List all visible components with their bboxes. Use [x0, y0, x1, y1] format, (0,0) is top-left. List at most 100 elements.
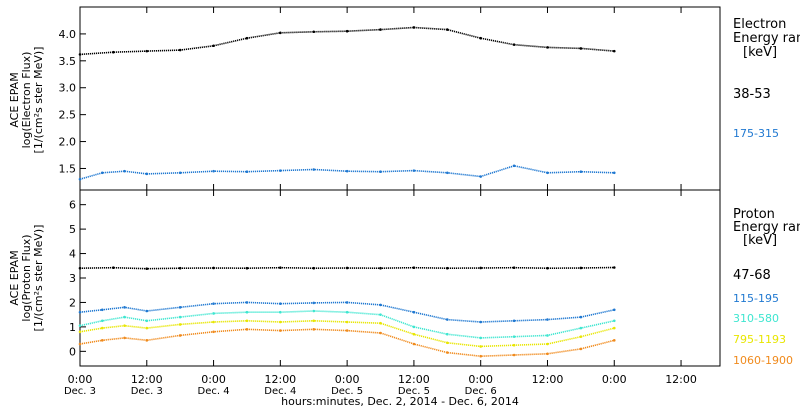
electron-data-point: [279, 169, 282, 172]
proton-series-line-5: [79, 328, 615, 358]
proton-y-tick-label: 1: [69, 321, 76, 334]
proton-data-point: [245, 266, 249, 270]
proton-y-tick-label: 4: [69, 248, 76, 261]
electron-plot-frame: [79, 6, 721, 191]
proton-legend-series-4: 795-1193: [733, 333, 786, 346]
proton-data-point: [245, 319, 249, 323]
proton-data-point: [178, 334, 182, 337]
proton-data-point: [245, 301, 249, 304]
proton-data-point: [512, 266, 516, 270]
electron-y-ticks: 1.5 2.0 2.5 3.0 3.5 4.0: [59, 28, 86, 175]
x-tick-label-time: 0:00: [335, 373, 360, 386]
proton-legend-series-1: 47-68: [733, 268, 771, 283]
proton-data-point: [78, 330, 82, 334]
proton-data-point: [546, 334, 549, 337]
electron-data-point: [245, 36, 249, 40]
electron-y-tick-label: 3.0: [59, 82, 77, 95]
proton-data-point: [512, 343, 516, 347]
proton-data-point: [612, 326, 616, 330]
proton-data-point: [612, 266, 616, 269]
proton-data-point: [579, 326, 583, 330]
proton-data-point: [78, 342, 82, 346]
proton-data-point: [579, 335, 583, 338]
proton-data-point: [78, 324, 82, 327]
electron-data-point: [123, 169, 126, 173]
proton-ylabel-2: log(Proton Flux): [20, 234, 33, 321]
proton-data-point: [145, 339, 149, 342]
proton-y-tick-label: 0: [69, 345, 76, 358]
electron-data-point: [379, 28, 382, 31]
electron-legend-series-1: 38-53: [733, 87, 771, 102]
proton-data-point: [178, 323, 182, 326]
electron-data-point: [312, 30, 316, 34]
electron-y-tick-label: 4.0: [59, 28, 77, 41]
electron-series-line-2: [79, 164, 615, 180]
proton-legend-title-2: Energy ran: [733, 220, 800, 235]
proton-data-point: [479, 336, 482, 340]
electron-data-point: [512, 164, 516, 168]
x-tick-label-date: Dec. 4: [264, 386, 296, 397]
proton-data-point: [279, 266, 282, 270]
x-tick-label-time: 12:00: [398, 373, 430, 386]
proton-series: [78, 266, 616, 358]
proton-y-tick-label: 3: [69, 272, 76, 285]
proton-data-point: [312, 319, 316, 323]
proton-data-point: [245, 310, 249, 314]
electron-data-point: [312, 168, 316, 171]
proton-data-point: [123, 324, 126, 327]
x-tick-label-time: 0:00: [201, 373, 226, 386]
electron-legend-title-1: Electron: [733, 17, 786, 32]
electron-data-point: [379, 170, 382, 173]
proton-data-point: [212, 330, 215, 334]
proton-panel: 0 1 2 3 4 5 6 ACE EPAM log(Proton Flux) [1/(cm…: [8, 189, 800, 367]
x-tick-label-time: 12:00: [131, 373, 163, 386]
x-tick-label-time: 12:00: [264, 373, 296, 386]
proton-data-point: [579, 347, 583, 351]
proton-data-point: [579, 266, 583, 270]
electron-y-tick-label: 3.5: [59, 55, 77, 68]
electron-y-tick-label: 2.5: [59, 109, 77, 122]
electron-data-point: [178, 171, 182, 175]
electron-data-point: [579, 47, 583, 50]
x-tick-label-date: Dec. 3: [131, 386, 163, 397]
electron-data-point: [145, 172, 149, 176]
proton-y-tick-label: 2: [69, 296, 76, 309]
proton-data-point: [178, 315, 182, 319]
electron-data-point: [479, 175, 482, 178]
electron-series: [78, 26, 616, 181]
proton-data-point: [345, 329, 349, 332]
proton-data-point: [312, 328, 316, 331]
proton-series-line-3: [79, 310, 615, 339]
proton-data-point: [345, 266, 349, 270]
electron-data-point: [78, 177, 82, 181]
electron-data-point: [178, 48, 182, 52]
electron-data-point: [612, 49, 616, 53]
proton-data-point: [446, 341, 449, 345]
electron-data-point: [145, 49, 149, 53]
proton-data-point: [446, 351, 449, 354]
electron-data-point: [345, 169, 349, 173]
electron-data-point: [446, 171, 449, 175]
electron-data-point: [212, 169, 215, 173]
proton-data-point: [479, 354, 482, 358]
proton-data-point: [412, 310, 416, 314]
proton-legend-title-1: Proton: [733, 207, 775, 222]
electron-data-point: [245, 170, 249, 173]
electron-data-point: [612, 171, 616, 175]
proton-data-point: [78, 266, 82, 270]
electron-data-point: [546, 171, 549, 175]
x-tick-label-time: 12:00: [665, 373, 697, 386]
proton-data-point: [78, 310, 82, 314]
electron-data-point: [212, 44, 215, 48]
proton-data-point: [479, 266, 482, 270]
x-tick-label-time: 0:00: [602, 373, 627, 386]
proton-data-point: [123, 315, 126, 319]
proton-data-point: [546, 266, 549, 270]
proton-data-point: [212, 320, 215, 324]
proton-data-point: [245, 328, 249, 331]
electron-legend-series-2: 175-315: [733, 127, 779, 140]
proton-data-point: [100, 339, 104, 342]
proton-data-point: [145, 309, 149, 313]
